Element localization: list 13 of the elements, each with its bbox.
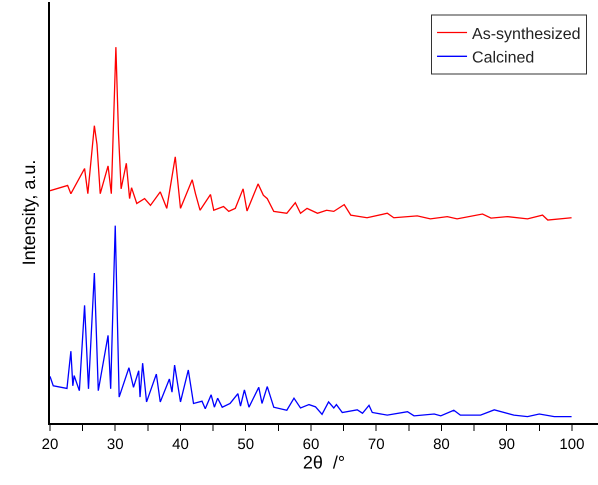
legend-label: As-synthesized (472, 26, 581, 43)
x-tick-label: 40 (172, 436, 189, 453)
x-tick-label: 60 (302, 436, 320, 453)
x-tick-label: 30 (106, 436, 124, 453)
y-axis-title: Intensity, a.u. (18, 160, 39, 266)
x-tick-label: 20 (42, 436, 58, 453)
x-tick-label: 50 (237, 436, 254, 453)
x-axis-title: 2θ /° (302, 452, 346, 473)
legend-label: Calcined (472, 50, 534, 67)
x-tick-label: 100 (559, 436, 584, 453)
x-tick-label: 80 (433, 436, 450, 453)
x-tick-label: 70 (368, 436, 385, 453)
x-tick-label: 90 (498, 436, 516, 453)
